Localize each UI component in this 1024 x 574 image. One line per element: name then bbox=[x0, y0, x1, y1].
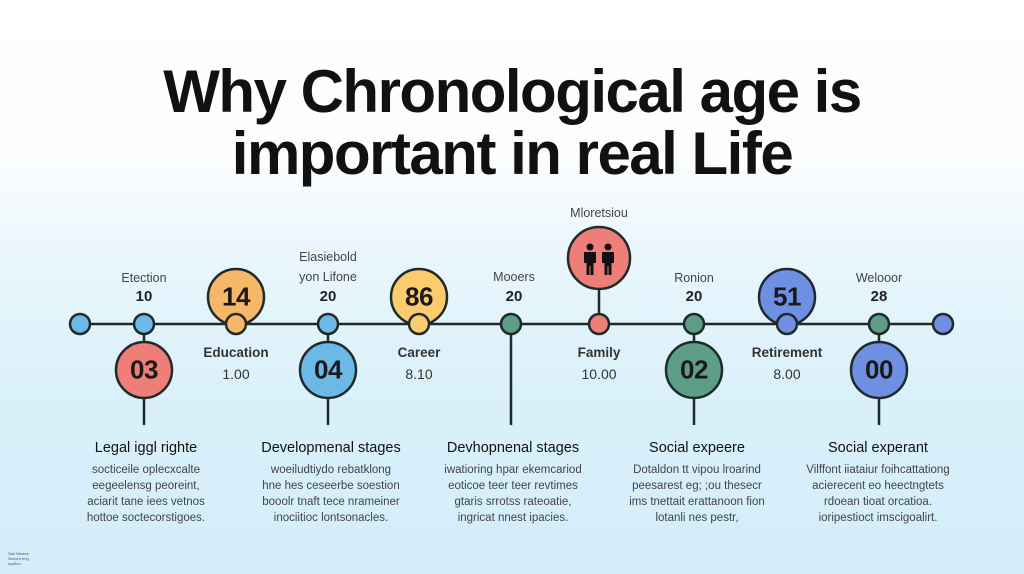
timeline-nodes bbox=[68, 312, 955, 336]
description-heading: Developmenal stages bbox=[261, 440, 401, 456]
description-line: iwatioring hpar ekemcariod bbox=[444, 464, 582, 476]
value-mooers: 20 bbox=[505, 288, 523, 305]
milestone-circle-02 bbox=[664, 340, 724, 400]
value-welooor: 28 bbox=[870, 288, 888, 305]
label-mooers: Mooers bbox=[493, 270, 535, 284]
milestone-circle-03 bbox=[114, 340, 174, 400]
label-retirement: Retirement bbox=[751, 345, 823, 360]
label-elasiebold: Elasiebold bbox=[299, 250, 357, 264]
corner-note: Sae Weaee Seeonr eng eyellon bbox=[8, 551, 29, 566]
description-devhopnenal-stages: Devhopnenal stages iwatioring hpar ekemc… bbox=[413, 440, 613, 526]
description-line: lotanli nes pestr, bbox=[655, 512, 739, 524]
description-heading: Devhopnenal stages bbox=[446, 440, 580, 456]
value-elasiebold: 20 bbox=[319, 288, 337, 305]
corner-note-line: Sae Weaee bbox=[8, 551, 29, 556]
description-line: rdoean tioat orcatioa. bbox=[823, 496, 933, 508]
page-title-line-1: Why Chronological age is bbox=[163, 58, 862, 125]
family-icon bbox=[584, 243, 614, 275]
description-line: aciarit tane iees vetnos bbox=[87, 496, 205, 508]
value-ronion: 20 bbox=[685, 288, 703, 305]
description-heading: Legal iggl righte bbox=[94, 440, 198, 456]
description-social-expeere: Social expeere Dotaldon tt vipou lroarin… bbox=[597, 440, 797, 526]
description-line: gtaris srrotss rateoatie, bbox=[454, 496, 572, 508]
circle-number: 86 bbox=[405, 281, 433, 312]
milestone-circle-04 bbox=[298, 340, 358, 400]
milestone-circle-00 bbox=[849, 340, 909, 400]
description-line: peesarest eg; ;ou thesecr bbox=[632, 480, 762, 492]
description-line: woeiludtiydo rebatklong bbox=[270, 464, 392, 476]
description-line: ioripestioct imscigoalirt. bbox=[818, 512, 938, 524]
description-developmental-stages: Developmenal stages woeiludtiydo rebatkl… bbox=[231, 440, 431, 526]
value-family: 10.00 bbox=[581, 366, 617, 382]
description-line: eoticoe teer teer revtimes bbox=[448, 480, 578, 492]
description-line: hottoe soctecorstigoes. bbox=[86, 512, 206, 524]
corner-note-line: Seeonr eng bbox=[8, 556, 29, 561]
value-retirement: 8.00 bbox=[773, 366, 801, 382]
label-family: Family bbox=[577, 345, 621, 360]
label-ronion: Ronion bbox=[674, 271, 714, 285]
label-career: Career bbox=[397, 345, 441, 360]
description-line: eegeelensg peoreint, bbox=[92, 480, 200, 492]
description-line: inociitioc lontsonacles. bbox=[273, 512, 389, 524]
description-line: ingricat nnest ipacies. bbox=[457, 512, 569, 524]
circle-number: 14 bbox=[222, 281, 250, 312]
description-social-experant: Social experant Vilffont iiataiur foihca… bbox=[778, 440, 978, 526]
label-yon-lifone: yon Lifone bbox=[299, 270, 357, 284]
circle-number: 03 bbox=[130, 354, 158, 385]
description-line: hne hes ceseerbe soestion bbox=[262, 480, 400, 492]
description-legal-rights: Legal iggl righte socticeile oplecxcalte… bbox=[46, 440, 246, 526]
description-line: ims tnettait erattanoon fion bbox=[629, 496, 765, 508]
corner-note-line: eyellon bbox=[8, 561, 21, 566]
description-line: Dotaldon tt vipou lroarind bbox=[633, 464, 761, 476]
page-title-line-2: important in real Life bbox=[231, 120, 794, 187]
circle-number: 51 bbox=[773, 281, 801, 312]
description-line: socticeile oplecxcalte bbox=[91, 464, 201, 476]
description-heading: Social expeere bbox=[649, 440, 745, 456]
description-line: Vilffont iiataiur foihcattationg bbox=[806, 464, 950, 476]
milestone-circle-family bbox=[566, 225, 632, 291]
label-education: Education bbox=[203, 345, 269, 360]
label-welooor: Welooor bbox=[855, 271, 903, 285]
value-education: 1.00 bbox=[222, 366, 250, 382]
value-etection: 10 bbox=[135, 288, 153, 305]
circle-number: 00 bbox=[865, 354, 893, 385]
description-heading: Social experant bbox=[828, 440, 928, 456]
description-line: acierecent eo heectngtets bbox=[812, 480, 944, 492]
description-line: booolr tnaft tece nrameiner bbox=[262, 496, 400, 508]
label-mloretsiou: Mloretsiou bbox=[570, 206, 628, 220]
circle-number: 02 bbox=[680, 354, 708, 385]
value-career: 8.10 bbox=[405, 366, 433, 382]
label-etection: Etection bbox=[121, 271, 167, 285]
circle-number: 04 bbox=[314, 354, 342, 385]
